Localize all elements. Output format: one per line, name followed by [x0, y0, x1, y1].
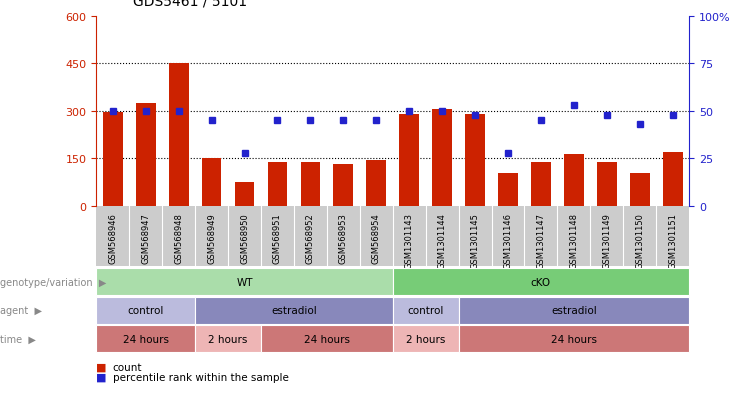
Bar [662, 153, 682, 206]
Bar [268, 162, 288, 206]
Bar [103, 113, 123, 206]
Text: WT: WT [236, 277, 253, 287]
Text: cKO: cKO [531, 277, 551, 287]
Text: ■: ■ [96, 362, 107, 372]
Bar [531, 163, 551, 206]
Text: percentile rank within the sample: percentile rank within the sample [113, 372, 288, 382]
Bar [366, 161, 386, 206]
Bar [136, 104, 156, 206]
Bar [564, 154, 584, 206]
Bar [630, 173, 650, 206]
Text: agent  ▶: agent ▶ [0, 305, 42, 316]
Text: GDS5461 / 5101: GDS5461 / 5101 [133, 0, 247, 8]
Bar [235, 183, 254, 206]
Text: control: control [408, 305, 444, 316]
Bar [169, 64, 188, 206]
Bar [301, 163, 320, 206]
Text: estradiol: estradiol [551, 305, 597, 316]
Bar [202, 158, 222, 206]
Bar [399, 115, 419, 206]
Text: estradiol: estradiol [271, 305, 317, 316]
Text: genotype/variation  ▶: genotype/variation ▶ [0, 277, 107, 287]
Bar [597, 163, 617, 206]
Text: 24 hours: 24 hours [304, 334, 350, 344]
Bar [498, 173, 518, 206]
Text: time  ▶: time ▶ [0, 334, 36, 344]
Text: 2 hours: 2 hours [208, 334, 247, 344]
Text: 24 hours: 24 hours [123, 334, 169, 344]
Text: control: control [127, 305, 164, 316]
Text: count: count [113, 362, 142, 372]
Bar [465, 115, 485, 206]
Text: 2 hours: 2 hours [406, 334, 445, 344]
Text: 24 hours: 24 hours [551, 334, 597, 344]
Bar [333, 164, 353, 206]
Bar [432, 110, 452, 206]
Text: ■: ■ [96, 372, 107, 382]
